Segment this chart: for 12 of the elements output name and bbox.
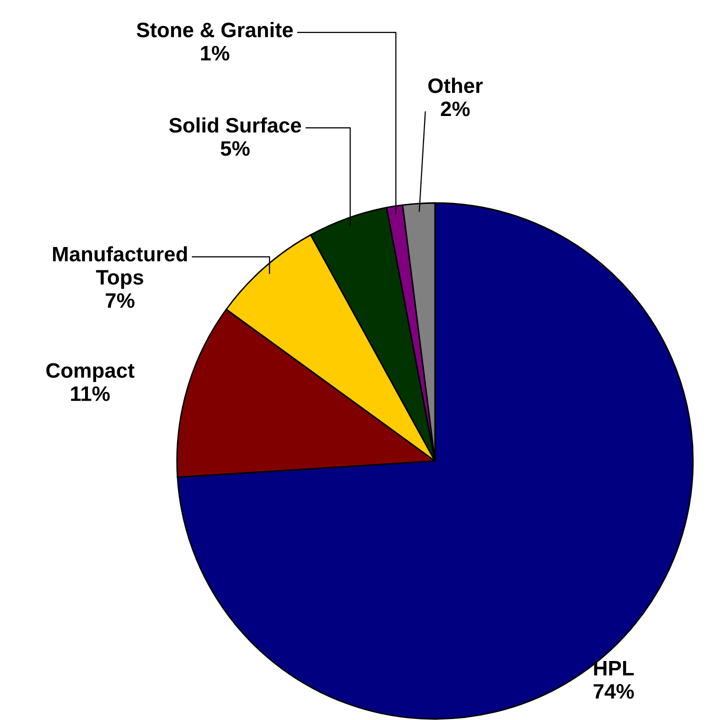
data-label: 74% [594,684,634,699]
data-label: 11% [71,386,110,402]
data-label: 2% [440,102,470,116]
slice-label: HPL [594,661,634,676]
data-label: 7% [106,293,134,308]
slice-label: Stone & Granite [136,22,293,38]
slice-label: Manufactured Tops [53,246,187,289]
slice-label: Other [428,78,483,94]
data-label: 1% [201,46,230,60]
slice-label: Compact [46,363,134,382]
data-label: 5% [220,141,250,156]
slice-label: Solid Surface [169,117,302,133]
